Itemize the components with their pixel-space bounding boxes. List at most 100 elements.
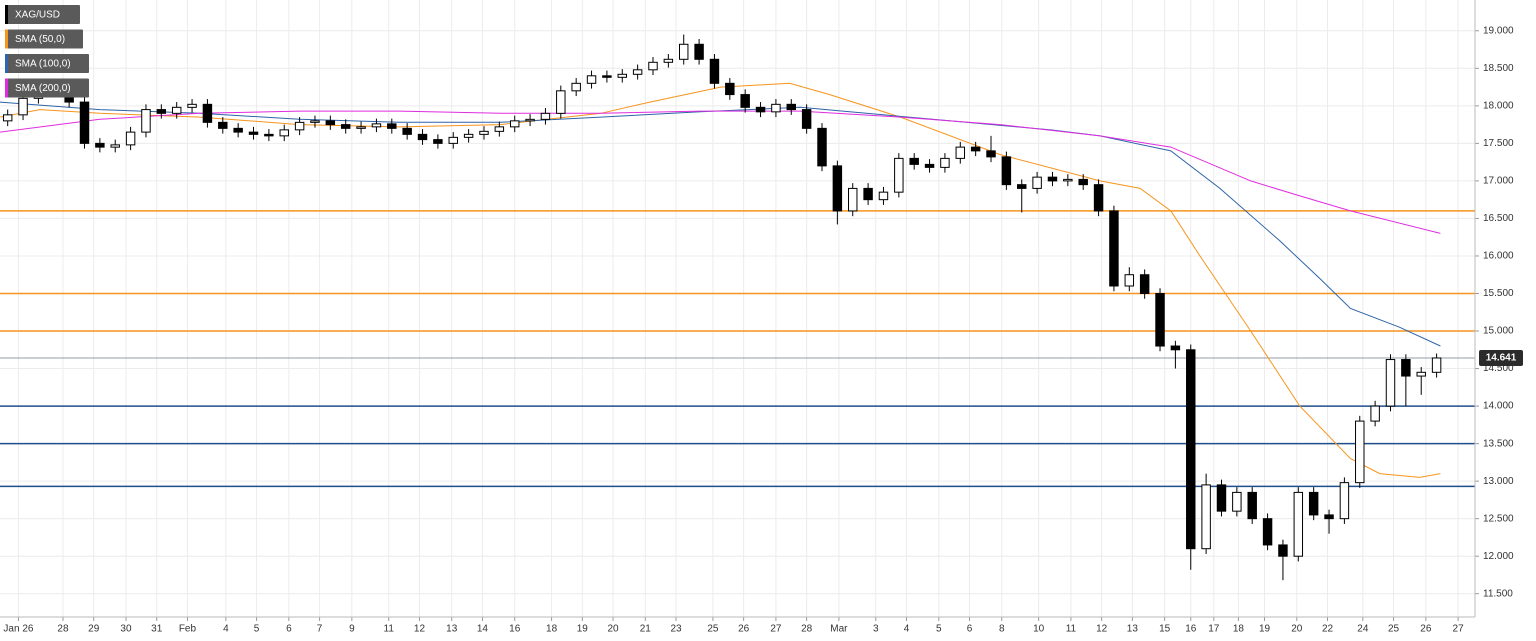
candle-body (202, 103, 213, 123)
x-tick-label: 16 (1185, 624, 1197, 635)
candle-body (371, 123, 382, 128)
candle-body (1431, 357, 1442, 373)
candle-body (1186, 349, 1196, 550)
x-tick-label: 25 (1388, 624, 1400, 635)
y-tick-label: 14.000 (1483, 401, 1514, 412)
x-tick-label: 7 (317, 624, 323, 635)
x-tick-label: 4 (223, 624, 229, 635)
y-tick-label: 17.000 (1483, 176, 1514, 187)
x-tick-label: 12 (1096, 624, 1108, 635)
candle-body (602, 75, 612, 78)
x-tick-label: Feb (179, 624, 197, 635)
last-price-label: 14.641 (1486, 353, 1517, 364)
x-tick-label: 28 (57, 624, 69, 635)
legend-box (5, 5, 80, 24)
x-tick-label: 13 (446, 624, 458, 635)
candle-body (1063, 178, 1073, 182)
candle-body (387, 123, 397, 129)
y-tick-label: 11.500 (1483, 588, 1513, 599)
y-tick-label: 16.000 (1483, 251, 1514, 262)
x-tick-label: 14 (477, 624, 489, 635)
candle-body (924, 163, 935, 168)
candle-body (648, 61, 658, 71)
candle-body (709, 58, 720, 84)
candle-body (1047, 176, 1058, 182)
candle-body (1262, 518, 1273, 546)
x-tick-label: 11 (384, 624, 395, 635)
candle-body (617, 73, 627, 78)
candle-body (663, 58, 674, 63)
candle-body (448, 136, 458, 144)
candle-body (125, 131, 136, 146)
x-tick-label: 20 (1291, 624, 1303, 635)
candle-body (433, 139, 443, 144)
candle-body (279, 129, 289, 137)
x-tick-label: 24 (1357, 624, 1369, 635)
x-tick-label: 27 (1453, 624, 1465, 635)
y-tick-label: 18.000 (1483, 100, 1514, 111)
candle-body (955, 146, 966, 159)
candle-body (1370, 405, 1380, 422)
y-tick-label: 18.500 (1483, 63, 1514, 74)
candle-body (340, 124, 351, 129)
candle-body (540, 112, 551, 120)
candle-body (110, 144, 120, 148)
y-tick-label: 19.000 (1483, 25, 1514, 36)
candle-body (171, 106, 182, 114)
x-tick-label: 5 (936, 624, 942, 635)
candle-body (1078, 178, 1088, 186)
y-tick-label: 17.500 (1483, 138, 1514, 149)
candle-body (1001, 156, 1012, 186)
candle-body (1355, 420, 1365, 484)
last-price-box (1479, 349, 1523, 366)
candle-body (986, 150, 996, 158)
x-tick-label: 9 (349, 624, 355, 635)
candle-body (218, 121, 228, 129)
candle-body (786, 103, 797, 111)
candles (2, 34, 1442, 581)
sma-line (0, 110, 1441, 234)
candle-body (356, 126, 366, 129)
sma-line (0, 82, 1441, 478)
x-tick-label: 3 (873, 624, 879, 635)
candle-body (1232, 491, 1242, 512)
candle-body (817, 127, 827, 167)
x-tick-label: 18 (1233, 624, 1245, 635)
candle-body (878, 191, 889, 201)
candle-body (740, 94, 750, 108)
candle-body (940, 157, 950, 168)
y-tick-label: 15.500 (1483, 288, 1514, 299)
candle-body (1385, 359, 1396, 407)
candle-body (187, 103, 197, 108)
candle-body (755, 106, 766, 113)
y-tick-label: 15.000 (1483, 326, 1514, 337)
candle-body (156, 109, 167, 114)
candle-body (479, 130, 489, 135)
legend-box (5, 78, 89, 98)
sma-line (0, 101, 1441, 347)
candle-body (294, 121, 305, 131)
candle-body (1093, 184, 1104, 212)
candle-body (1324, 514, 1334, 520)
grid (0, 0, 1475, 617)
x-tick-label: 4 (904, 624, 910, 635)
candle-body (1293, 491, 1304, 557)
x-tick-label: 22 (1322, 624, 1334, 635)
candle-body (1155, 292, 1165, 347)
candle-body (2, 114, 13, 122)
candle-body (1017, 184, 1027, 189)
x-tick-label: 27 (770, 624, 782, 635)
legend-swatch (5, 78, 8, 98)
indicators (0, 82, 1441, 478)
candle-body (848, 187, 858, 212)
candle-body (1308, 491, 1319, 516)
candle-body (79, 101, 90, 144)
x-tick-label: 8 (999, 624, 1005, 635)
y-tick-label: 12.000 (1483, 551, 1514, 562)
x-tick-label: 26 (738, 624, 750, 635)
x-tick-label: 17 (1208, 624, 1220, 635)
candle-body (970, 146, 981, 152)
x-tick-label: 19 (577, 624, 589, 635)
candle-body (402, 127, 412, 135)
